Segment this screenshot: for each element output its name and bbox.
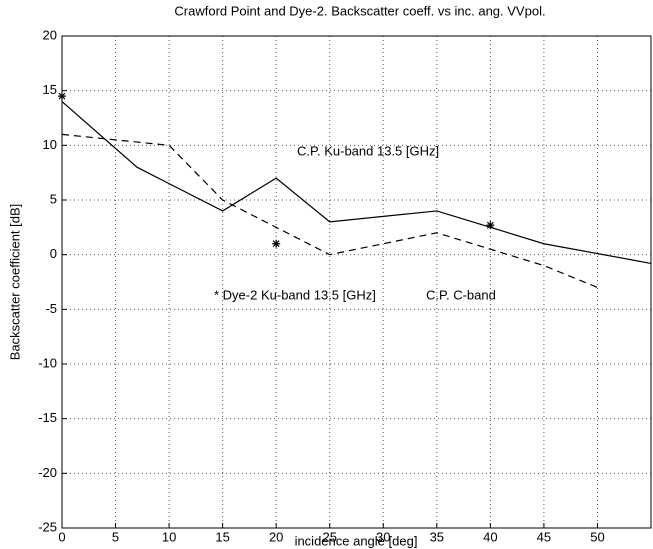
plot-frame bbox=[61, 35, 652, 529]
y-axis-label: Backscatter coefficient [dB] bbox=[7, 204, 22, 361]
y-tick-label: -10 bbox=[38, 355, 57, 370]
x-tick-label: 35 bbox=[430, 529, 444, 544]
star-marker bbox=[486, 221, 495, 230]
y-tick-label: 20 bbox=[43, 27, 57, 42]
x-tick-label: 15 bbox=[215, 529, 229, 544]
x-tick-label: 25 bbox=[322, 529, 336, 544]
y-tick-label: -25 bbox=[38, 519, 57, 534]
x-tick-label: 5 bbox=[112, 529, 119, 544]
chart-title: Crawford Point and Dye-2. Backscatter co… bbox=[174, 3, 545, 18]
series-line bbox=[61, 133, 598, 289]
x-tick-label: 45 bbox=[537, 529, 551, 544]
series-line bbox=[61, 101, 652, 265]
x-tick-label: 30 bbox=[376, 529, 390, 544]
y-tick-label: 10 bbox=[43, 137, 57, 152]
y-tick-label: -5 bbox=[45, 301, 57, 316]
x-tick-label: 50 bbox=[590, 529, 604, 544]
x-axis-label: incidence angle [deg] bbox=[295, 533, 418, 548]
star-marker bbox=[272, 239, 281, 248]
annotation: C.P. C-band bbox=[426, 287, 496, 302]
y-tick-label: 5 bbox=[50, 191, 57, 206]
x-tick-label: 10 bbox=[162, 529, 176, 544]
annotation: * Dye-2 Ku-band 13.5 [GHz] bbox=[214, 287, 376, 302]
annotation: C.P. Ku-band 13.5 [GHz] bbox=[297, 143, 439, 158]
x-tick-label: 20 bbox=[269, 529, 283, 544]
y-tick-label: -15 bbox=[38, 410, 57, 425]
x-tick-label: 0 bbox=[58, 529, 65, 544]
x-tick-label: 40 bbox=[483, 529, 497, 544]
y-tick-label: -20 bbox=[38, 465, 57, 480]
star-marker bbox=[58, 92, 66, 101]
y-tick-label: 15 bbox=[43, 82, 57, 97]
y-tick-label: 0 bbox=[50, 246, 57, 261]
